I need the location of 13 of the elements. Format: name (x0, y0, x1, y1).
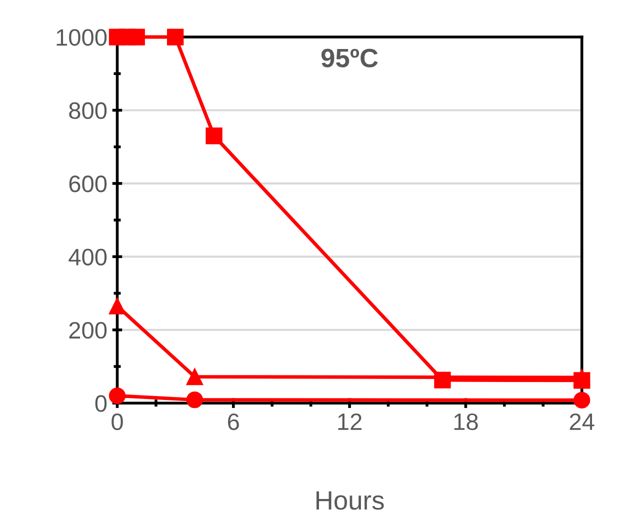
x-tick-label: 0 (112, 413, 123, 430)
x-tick-label: 24 (570, 413, 594, 430)
x-axis-title: Hours (316, 491, 384, 510)
y-tick-label: 0 (95, 395, 107, 412)
y-tick-label: 600 (69, 176, 107, 192)
x-tick-label: 6 (228, 413, 239, 430)
y-tick-label: 400 (68, 248, 107, 266)
y-tick-label: 800 (69, 102, 107, 120)
x-tick-label: 18 (454, 413, 478, 430)
x-tick-label: 12 (338, 413, 362, 430)
y-tick-label: 200 (69, 322, 107, 339)
chart-title: 95ºC (321, 48, 378, 68)
y-tick-label: 1000 (56, 29, 107, 46)
